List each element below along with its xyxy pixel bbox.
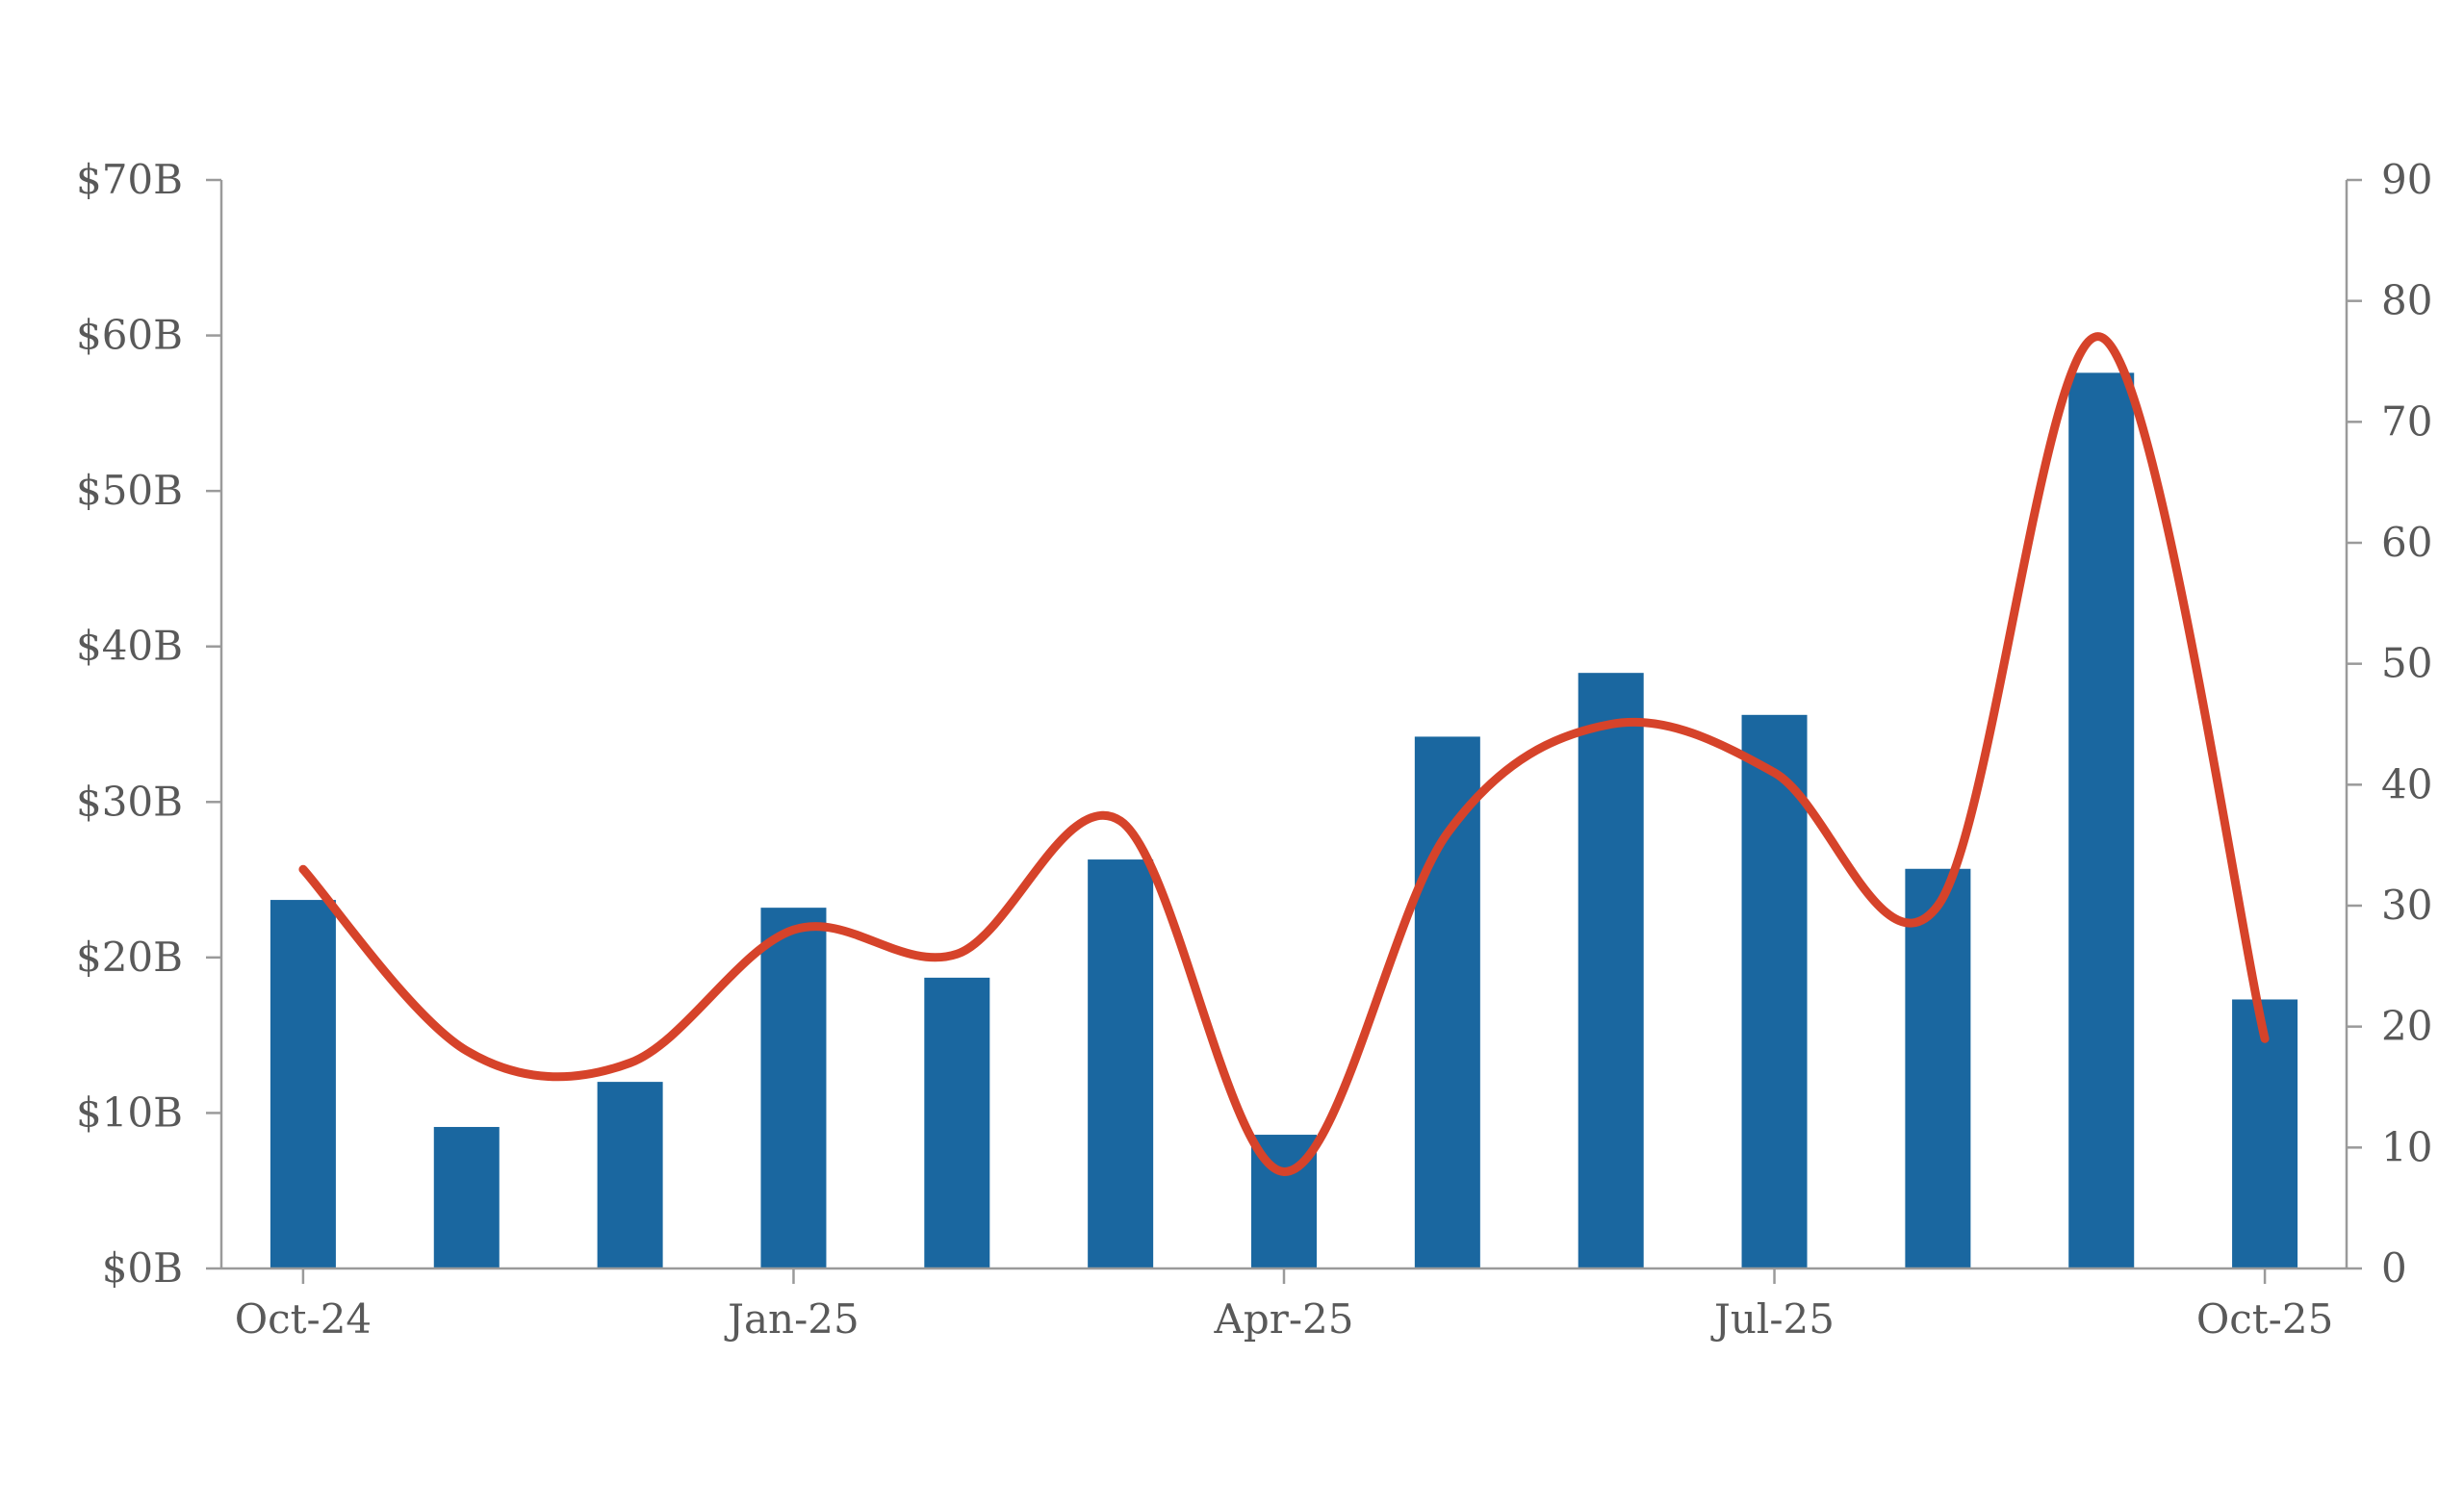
bar-Nov-24 <box>433 1126 500 1268</box>
right-tick-label: 60 <box>2381 519 2432 566</box>
right-tick-label: 70 <box>2381 397 2432 445</box>
bar-Feb-25 <box>924 977 990 1268</box>
left-tick-label: $50B <box>76 467 183 514</box>
x-tick-label: Jul-25 <box>1710 1295 1835 1343</box>
bar-Dec-24 <box>597 1082 663 1268</box>
left-y-axis-ticks: $0B $10B $20B $30B $40B $50B $60B $70B <box>76 156 221 1292</box>
line-path <box>298 332 2270 1176</box>
right-tick-label: 10 <box>2381 1123 2432 1170</box>
axes <box>219 180 2348 1270</box>
bar-Mar-25 <box>1088 859 1154 1268</box>
bar-Aug-25 <box>1905 868 1971 1268</box>
right-tick-label: 0 <box>2381 1244 2407 1292</box>
x-axis-ticks: Oct-24 Jan-25 Apr-25 Jul-25 Oct-25 <box>235 1268 2333 1343</box>
right-tick-label: 20 <box>2381 1003 2432 1050</box>
left-tick-label: $40B <box>76 623 183 670</box>
right-y-axis-ticks: 0 10 20 30 40 50 60 70 80 90 <box>2347 156 2432 1292</box>
bar-May-25 <box>1414 736 1480 1268</box>
left-tick-label: $10B <box>76 1088 183 1136</box>
line-series <box>298 332 2270 1176</box>
right-tick-label: 30 <box>2381 882 2432 929</box>
right-tick-label: 40 <box>2381 760 2432 807</box>
bar-Jul-25 <box>1741 714 1808 1268</box>
x-tick-label: Jan-25 <box>724 1295 860 1343</box>
bar-Oct-24 <box>270 900 336 1268</box>
x-tick-label: Oct-25 <box>2196 1295 2333 1343</box>
bar-series <box>270 372 2298 1268</box>
right-tick-label: 50 <box>2381 640 2432 687</box>
right-tick-label: 80 <box>2381 277 2432 324</box>
left-tick-label: $30B <box>76 778 183 825</box>
bar-Sep-25 <box>2068 372 2135 1268</box>
left-tick-label: $0B <box>102 1244 183 1292</box>
bar-Jun-25 <box>1578 673 1644 1268</box>
left-tick-label: $60B <box>76 312 183 359</box>
bar-Oct-25 <box>2232 999 2298 1268</box>
bar-Jan-25 <box>760 908 827 1268</box>
x-tick-label: Oct-24 <box>235 1295 372 1343</box>
left-tick-label: $20B <box>76 934 183 981</box>
right-tick-label: 90 <box>2381 156 2432 203</box>
left-tick-label: $70B <box>76 156 183 203</box>
x-tick-label: Apr-25 <box>1214 1295 1354 1343</box>
